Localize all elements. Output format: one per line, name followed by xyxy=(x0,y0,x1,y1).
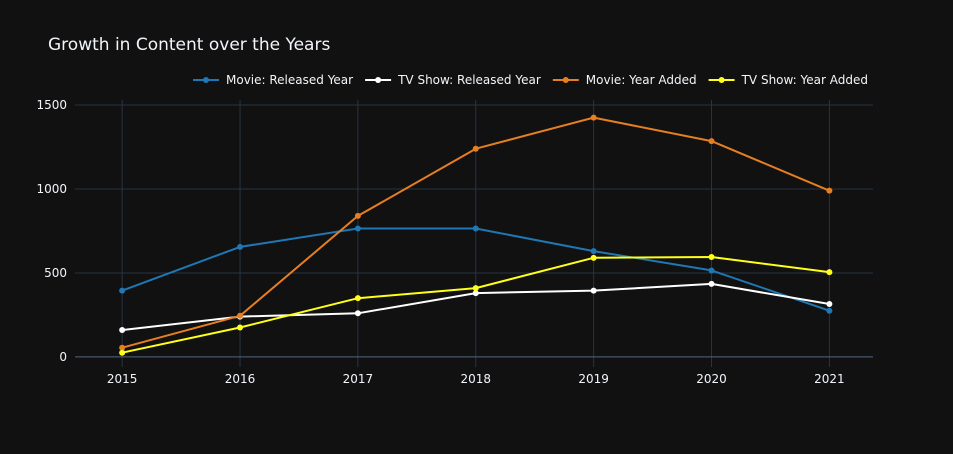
data-point[interactable] xyxy=(708,267,715,274)
data-point[interactable] xyxy=(826,307,833,314)
legend-swatch-marker xyxy=(718,77,725,83)
x-axis: 2015 2016 2017 2018 2019 2020 2021 xyxy=(107,372,845,386)
y-tick-label: 0 xyxy=(59,350,67,364)
legend-swatch-marker xyxy=(203,77,209,83)
data-point[interactable] xyxy=(472,290,479,297)
x-tick-label: 2020 xyxy=(696,372,727,386)
data-point[interactable] xyxy=(237,243,244,250)
x-tick-label: 2016 xyxy=(225,372,256,386)
y-tick-label: 500 xyxy=(44,266,67,280)
series-3 xyxy=(119,254,833,356)
legend-item[interactable]: Movie: Released Year xyxy=(193,73,353,87)
data-point[interactable] xyxy=(472,285,479,292)
chart-title: Growth in Content over the Years xyxy=(48,35,330,55)
series-2 xyxy=(119,114,833,351)
legend-label: TV Show: Released Year xyxy=(397,73,541,87)
x-tick-label: 2018 xyxy=(460,372,491,386)
x-tick-label: 2019 xyxy=(578,372,609,386)
data-point[interactable] xyxy=(354,212,361,219)
legend-item[interactable]: TV Show: Year Added xyxy=(708,73,868,87)
data-point[interactable] xyxy=(708,280,715,287)
y-tick-label: 1000 xyxy=(36,182,67,196)
data-point[interactable] xyxy=(472,225,479,232)
legend-swatch-marker xyxy=(375,77,382,83)
data-point[interactable] xyxy=(354,225,361,232)
data-point[interactable] xyxy=(708,254,715,261)
data-point[interactable] xyxy=(119,287,126,294)
x-tick-label: 2017 xyxy=(343,372,374,386)
data-point[interactable] xyxy=(237,312,244,319)
data-point[interactable] xyxy=(826,301,833,308)
legend[interactable]: Movie: Released Year TV Show: Released Ye… xyxy=(193,73,868,87)
x-tick-label: 2021 xyxy=(814,372,845,386)
data-point[interactable] xyxy=(590,287,597,294)
data-point[interactable] xyxy=(354,310,361,317)
data-point[interactable] xyxy=(826,269,833,276)
data-point[interactable] xyxy=(119,327,126,334)
data-point[interactable] xyxy=(590,114,597,121)
data-point[interactable] xyxy=(826,187,833,194)
y-axis: 0 500 1000 1500 xyxy=(36,98,67,364)
data-point[interactable] xyxy=(472,145,479,152)
y-tick-label: 1500 xyxy=(36,98,67,112)
grid xyxy=(75,100,873,367)
data-point[interactable] xyxy=(708,138,715,145)
series-group xyxy=(119,114,833,356)
data-point[interactable] xyxy=(590,248,597,255)
legend-item[interactable]: TV Show: Released Year xyxy=(365,73,541,87)
data-point[interactable] xyxy=(237,324,244,331)
x-tick-label: 2015 xyxy=(107,372,138,386)
legend-label: TV Show: Year Added xyxy=(741,73,868,87)
legend-label: Movie: Year Added xyxy=(586,73,697,87)
data-point[interactable] xyxy=(354,295,361,302)
legend-item[interactable]: Movie: Year Added xyxy=(552,73,697,87)
data-point[interactable] xyxy=(590,254,597,261)
legend-swatch-marker xyxy=(562,77,569,83)
series-0 xyxy=(119,225,833,314)
legend-label: Movie: Released Year xyxy=(226,73,353,87)
data-point[interactable] xyxy=(119,349,126,356)
data-point[interactable] xyxy=(119,344,126,351)
